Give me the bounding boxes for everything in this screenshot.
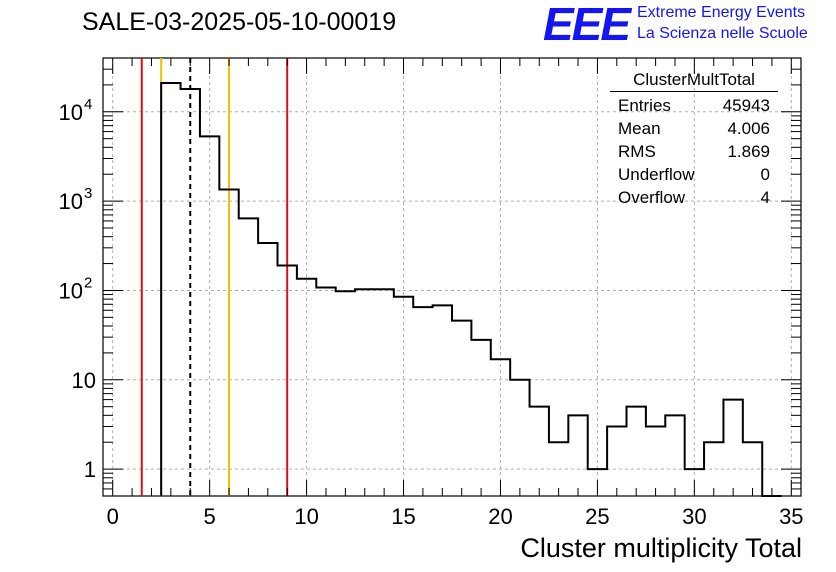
histogram-bin <box>161 83 180 496</box>
stats-label: Mean <box>618 119 661 138</box>
x-tick-label: 0 <box>107 504 119 529</box>
axis-ticks <box>103 57 801 497</box>
stats-value: 0 <box>760 165 770 184</box>
x-tick-label: 35 <box>779 504 803 529</box>
histogram-bin <box>394 297 413 496</box>
y-tick-label: 10 <box>59 100 83 125</box>
x-axis-title: Cluster multiplicity Total <box>520 533 802 563</box>
eee-logo: EEE <box>543 0 631 50</box>
histogram-bin <box>316 287 335 496</box>
stats-row-rms: RMS 1.869 <box>610 140 778 163</box>
histogram-bin <box>200 136 219 496</box>
stats-row-underflow: Underflow 0 <box>610 163 778 186</box>
histogram-bin <box>374 289 393 496</box>
x-tick-label: 25 <box>585 504 609 529</box>
histogram-bin <box>452 321 471 496</box>
grid <box>103 58 801 496</box>
y-tick-label: 10 <box>59 278 83 303</box>
x-tick-label: 10 <box>294 504 318 529</box>
chart-title: SALE-03-2025-05-10-00019 <box>82 8 397 36</box>
histogram-bin <box>723 400 742 496</box>
histogram-bin <box>665 415 684 496</box>
stats-value: 1.869 <box>727 142 770 161</box>
histogram-bin <box>530 407 549 496</box>
histogram-bin <box>297 279 316 496</box>
histogram-bin <box>413 307 432 496</box>
histogram-bin <box>549 442 568 496</box>
histogram-bin <box>258 243 277 496</box>
histogram-bin <box>491 359 510 496</box>
stats-title: ClusterMultTotal <box>610 70 778 92</box>
stats-value: 45943 <box>722 96 770 115</box>
histogram-bin <box>219 189 238 496</box>
histogram-bin <box>278 266 297 496</box>
stats-label: RMS <box>618 142 656 161</box>
y-tick-label: 10 <box>72 368 96 393</box>
stats-row-entries: Entries 45943 <box>610 94 778 117</box>
stats-value: 4 <box>760 188 770 207</box>
x-tick-label: 5 <box>204 504 216 529</box>
stats-value: 4.006 <box>727 119 770 138</box>
histogram-bin <box>743 442 762 496</box>
stats-label: Overflow <box>618 188 686 207</box>
x-tick-label: 30 <box>682 504 706 529</box>
histogram-bin <box>336 291 355 496</box>
x-tick-label: 20 <box>488 504 512 529</box>
y-tick-exponent: 3 <box>84 185 92 202</box>
stats-label: Underflow <box>618 165 695 184</box>
y-tick-label: 1 <box>84 457 96 482</box>
stats-box: ClusterMultTotal Entries 45943 Mean 4.00… <box>610 70 778 209</box>
histogram-bin <box>646 426 665 496</box>
stats-label: Entries <box>618 96 671 115</box>
histogram-bin <box>627 407 646 496</box>
histogram-bin <box>471 340 490 496</box>
histogram-bin <box>239 218 258 496</box>
histogram-bin <box>510 380 529 496</box>
stats-row-overflow: Overflow 4 <box>610 186 778 209</box>
histogram-bin <box>607 426 626 496</box>
x-tick-label: 15 <box>391 504 415 529</box>
histogram-bin <box>568 415 587 496</box>
logo-line-1: Extreme Energy Events <box>637 4 806 21</box>
y-tick-exponent: 4 <box>84 96 92 113</box>
histogram-bin <box>355 289 374 496</box>
histogram-bin <box>433 305 452 496</box>
histogram-bin <box>181 89 200 496</box>
histogram-bin <box>704 442 723 496</box>
logo-line-2: La Scienza nelle Scuole <box>637 25 808 42</box>
x-tick-labels: 0 5 10 15 20 25 30 35 <box>107 504 804 529</box>
stats-row-mean: Mean 4.006 <box>610 117 778 140</box>
histogram-outline <box>160 81 782 497</box>
y-tick-exponent: 2 <box>84 274 92 291</box>
y-tick-label: 10 <box>59 189 83 214</box>
